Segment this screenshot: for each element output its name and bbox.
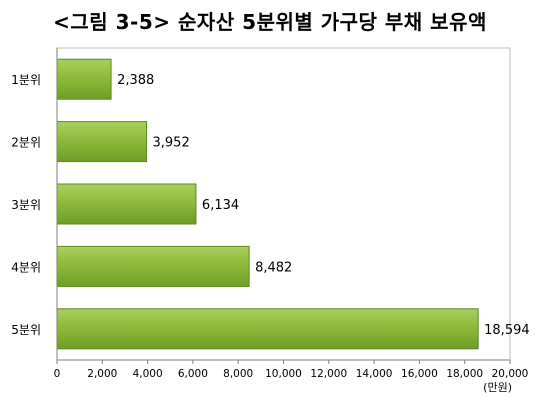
x-tick-label-2: 4,000 [133,368,163,380]
x-tick-label-8: 16,000 [401,368,438,380]
chart-title: <그림 3-5> 순자산 5분위별 가구당 부채 보유액 [53,10,487,34]
bar-2 [56,121,148,163]
x-axis-unit-label: (만원) [483,381,512,394]
category-label-2: 2분위 [11,136,41,150]
bar-1 [56,58,112,100]
bar-4 [56,245,250,287]
category-label-3: 3분위 [11,198,41,212]
x-tick-label-5: 10,000 [265,368,302,380]
data-label-5: 18,594 [484,323,530,338]
x-tick-label-10: 20,000 [492,368,529,380]
bar-5 [56,308,479,350]
x-tick-label-6: 12,000 [310,368,347,380]
data-label-2: 3,952 [153,136,190,151]
x-tick-label-4: 8,000 [223,368,253,380]
category-label-4: 4분위 [11,260,41,274]
category-label-1: 1분위 [11,73,41,87]
x-tick-label-1: 2,000 [87,368,117,380]
data-label-1: 2,388 [117,73,154,88]
x-tick-label-7: 14,000 [356,368,393,380]
x-tick-label-0: 0 [54,368,61,380]
category-label-5: 5분위 [11,323,41,337]
x-tick-label-9: 18,000 [446,368,483,380]
bar-3 [56,183,197,225]
data-label-3: 6,134 [202,198,239,213]
x-tick-label-3: 6,000 [178,368,208,380]
data-label-4: 8,482 [255,260,292,275]
